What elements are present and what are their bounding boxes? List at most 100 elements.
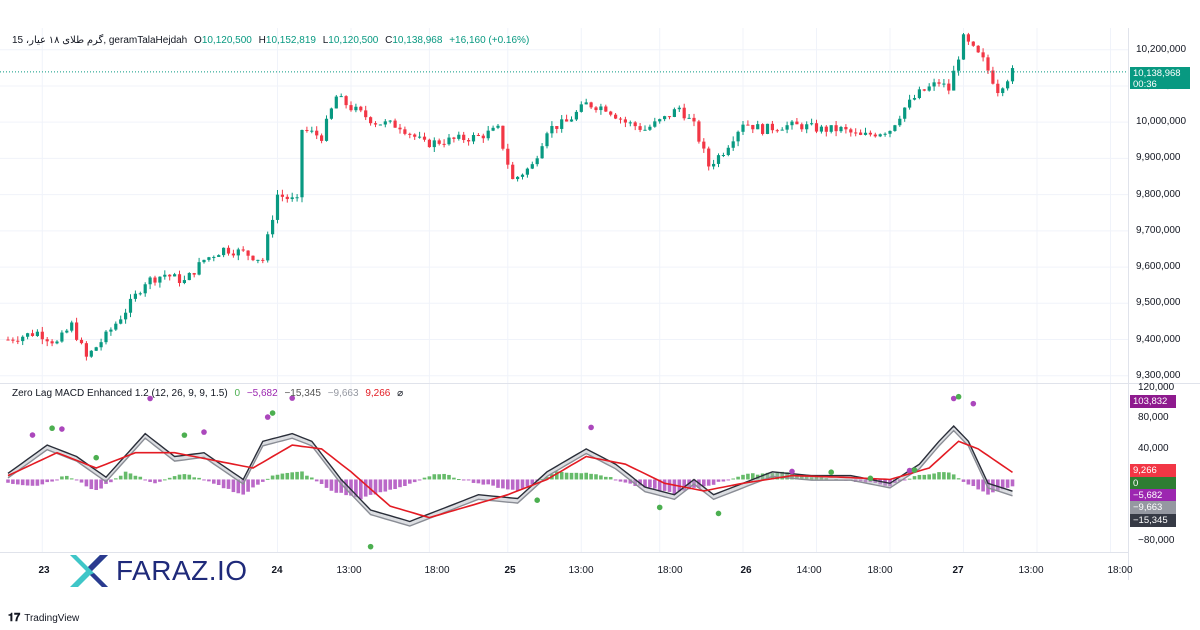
candle-body: [663, 116, 667, 120]
histogram-bar: [383, 479, 388, 492]
candle-body: [560, 119, 564, 129]
histogram-bar: [530, 479, 535, 485]
histogram-bar: [349, 479, 353, 496]
candle-body: [334, 96, 338, 109]
histogram-bar: [45, 479, 49, 483]
price-axis-label: 9,800,000: [1136, 188, 1181, 200]
candle-body: [942, 83, 946, 85]
histogram-bar: [726, 479, 731, 481]
histogram-bar: [501, 479, 505, 489]
histogram-bar: [319, 479, 324, 484]
open-value: 10,120,500: [201, 35, 252, 46]
candle-body: [716, 155, 721, 164]
candle-body: [182, 280, 186, 284]
cross-dot: [29, 432, 36, 438]
histogram-bar: [951, 474, 956, 480]
candle-body: [148, 277, 152, 285]
candle-body: [75, 322, 79, 340]
candle-body: [898, 118, 902, 126]
histogram-bar: [765, 472, 770, 480]
indicator-axis-label: 120,000: [1138, 381, 1175, 393]
indicator-value-tag: −15,345: [1130, 514, 1176, 527]
candle-body: [770, 123, 774, 131]
histogram-bar: [324, 479, 329, 488]
histogram-bar: [898, 479, 902, 482]
price-axis-label: 10,200,000: [1136, 43, 1187, 55]
histogram-bar: [804, 474, 809, 480]
histogram-bar: [569, 472, 574, 480]
candle-body: [810, 123, 814, 125]
histogram-bar: [422, 477, 427, 480]
candle-body: [197, 262, 201, 275]
histogram-bar: [182, 474, 187, 480]
indicator-value-tag: −5,682: [1130, 489, 1176, 502]
candle-body: [545, 133, 549, 147]
indicator-value-tag: 9,266: [1130, 464, 1176, 477]
candle-body: [966, 34, 970, 42]
candle-body: [241, 249, 245, 251]
candle-body: [119, 319, 123, 324]
histogram-bar: [270, 475, 275, 480]
cross-dot: [367, 543, 374, 550]
histogram-bar: [780, 471, 784, 480]
histogram-bar: [800, 474, 804, 480]
indicator-title[interactable]: Zero Lag MACD Enhanced 1.2 (12, 26, 9, 9…: [12, 388, 228, 399]
candle-body: [266, 234, 270, 261]
histogram-bar: [711, 479, 716, 485]
candle-body: [917, 89, 921, 99]
candle-body: [329, 108, 333, 119]
candle-body: [177, 274, 182, 284]
candle-body: [712, 163, 716, 167]
histogram-bar: [30, 479, 35, 486]
candle-body: [863, 132, 868, 135]
indicator-header: Zero Lag MACD Enhanced 1.2 (12, 26, 9, 9…: [12, 388, 407, 399]
tradingview-branding[interactable]: 𝟏𝟕 TradingView: [8, 612, 79, 625]
price-axis-label: 9,400,000: [1136, 333, 1181, 345]
histogram-bar: [172, 476, 177, 480]
histogram-bar: [35, 479, 40, 486]
macd-histogram: [6, 471, 1015, 500]
candle-body: [927, 86, 931, 91]
histogram-bar: [310, 477, 314, 480]
candle-body: [702, 141, 706, 149]
candle-body: [609, 111, 613, 115]
cross-dot: [911, 467, 918, 473]
cross-dot: [201, 429, 207, 435]
symbol-name[interactable]: 15 ،گرم طلای ۱۸ عیار, geramTalaHejdah: [12, 35, 188, 46]
histogram-bar: [912, 476, 917, 480]
price-axis-label: 10,000,000: [1136, 116, 1187, 128]
histogram-bar: [148, 479, 152, 482]
histogram-bar: [378, 479, 383, 493]
candle-body: [236, 249, 240, 256]
time-axis-label: 24: [271, 565, 283, 576]
time-axis-label: 23: [38, 565, 50, 576]
candle-body: [251, 255, 255, 261]
candle-body: [393, 120, 397, 128]
candle-body: [667, 116, 672, 118]
histogram-bar: [241, 479, 245, 495]
histogram-bar: [158, 479, 162, 482]
indicator-axis-label: 40,000: [1138, 442, 1169, 454]
histogram-bar: [417, 479, 422, 481]
candle-body: [26, 333, 30, 337]
cross-dot: [970, 400, 977, 407]
histogram-bar: [403, 479, 407, 486]
candle-body: [574, 111, 578, 120]
candle-body: [535, 158, 539, 165]
candle-body: [991, 70, 995, 84]
candle-body: [114, 323, 118, 330]
candle-body: [741, 124, 745, 132]
candle-body: [604, 106, 608, 112]
candle-body: [290, 197, 294, 200]
histogram-bar: [368, 479, 373, 495]
candle-body: [726, 147, 730, 156]
tradingview-logo-icon: 𝟏𝟕: [8, 612, 21, 624]
candle-body: [369, 117, 373, 124]
histogram-bar: [643, 479, 647, 488]
candle-body: [731, 141, 735, 148]
candle-body: [79, 339, 84, 344]
candle-body: [403, 129, 407, 134]
histogram-bar: [893, 479, 897, 483]
cross-dot: [906, 467, 913, 474]
